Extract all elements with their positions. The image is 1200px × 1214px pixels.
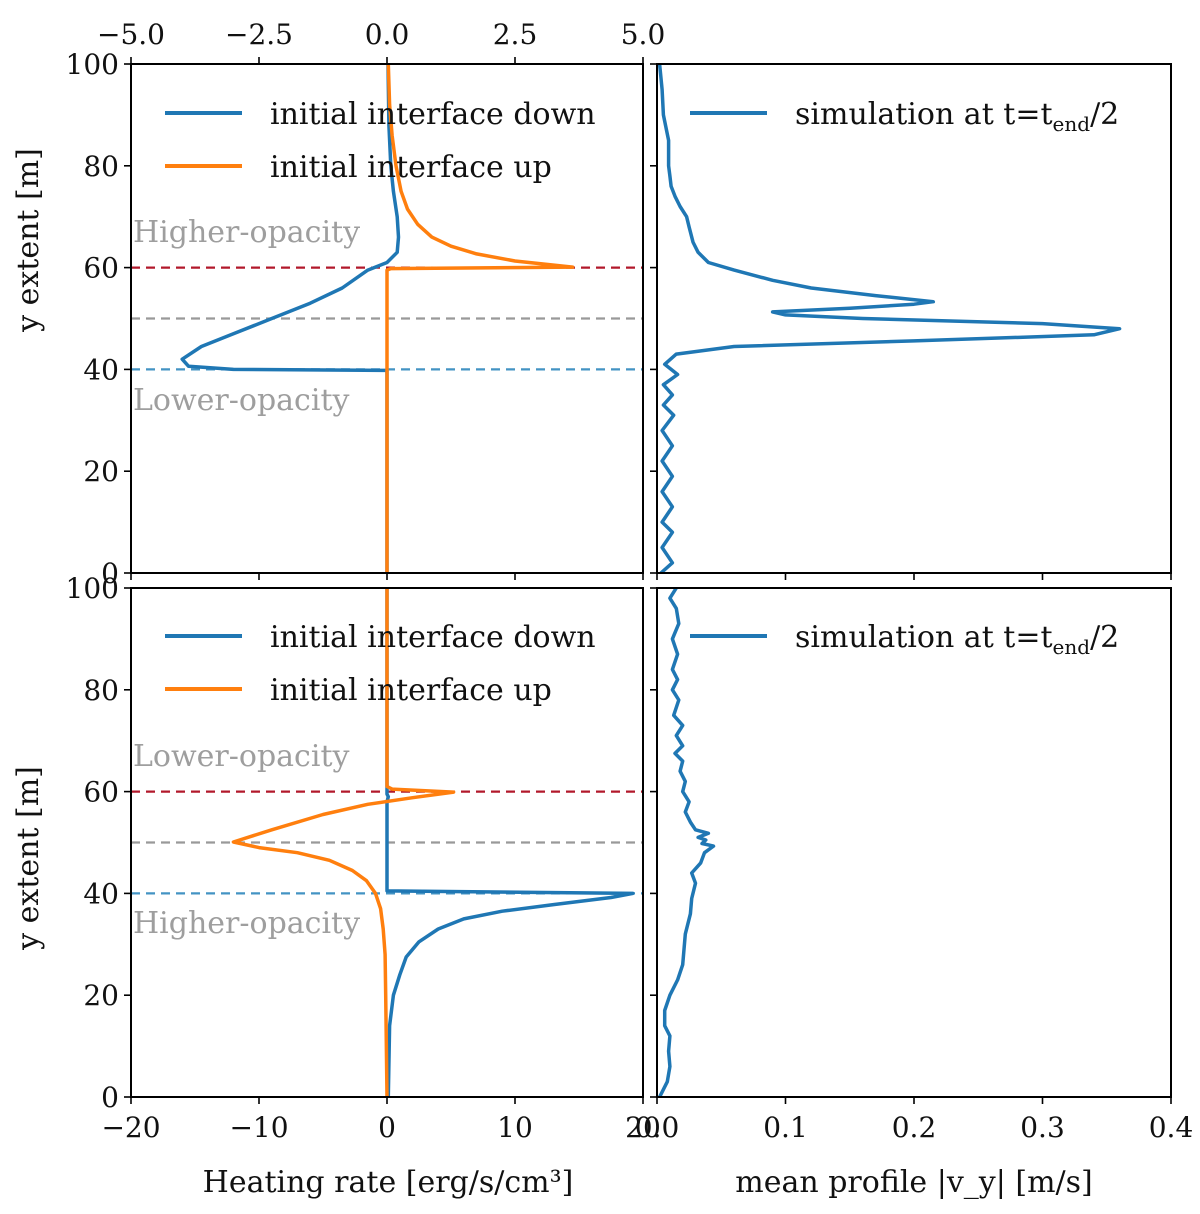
x-tick-label: −20 bbox=[101, 1111, 160, 1144]
y-axis-label-bottom: y extent [m] bbox=[11, 766, 46, 951]
legend-label-up: initial interface up bbox=[270, 673, 552, 708]
legend-label-sim: simulation at t=tend/2 bbox=[795, 620, 1119, 659]
y-tick-label: 0 bbox=[101, 1081, 119, 1114]
axes-frame bbox=[656, 587, 1172, 1098]
x-tick-label: 0.2 bbox=[892, 1111, 937, 1144]
x-tick-label: 0.1 bbox=[763, 1111, 808, 1144]
region-label-top-lower: Lower-opacity bbox=[133, 383, 349, 418]
legend-bottom-right: simulation at t=tend/2 bbox=[690, 620, 1119, 659]
panel-top-right bbox=[650, 63, 1172, 580]
region-label-top-upper: Higher-opacity bbox=[133, 215, 360, 250]
legend-label-sim: simulation at t=tend/2 bbox=[795, 97, 1119, 136]
y-tick-label: 20 bbox=[83, 455, 119, 488]
x-tick-label: −10 bbox=[229, 1111, 288, 1144]
top-x-tick-label: −2.5 bbox=[225, 18, 293, 51]
y-tick-label: 20 bbox=[83, 979, 119, 1012]
legend-bottom-left: initial interface down initial interface… bbox=[165, 620, 596, 708]
y-axis-label-top: y extent [m] bbox=[11, 148, 46, 333]
y-tick-label: 80 bbox=[83, 674, 119, 707]
top-x-tick-label: 2.5 bbox=[493, 18, 538, 51]
x-axis-label-velocity: mean profile |v_y| [m/s] bbox=[735, 1165, 1092, 1200]
x-tick-label: 10 bbox=[497, 1111, 533, 1144]
top-x-tick-label: −5.0 bbox=[97, 18, 165, 51]
region-label-bottom-lower: Higher-opacity bbox=[133, 906, 360, 941]
x-tick-label: 0.4 bbox=[1149, 1111, 1194, 1144]
y-tick-label: 100 bbox=[66, 572, 119, 605]
y-tick-label: 40 bbox=[83, 877, 119, 910]
series-simulation-at-t-t-end-2 bbox=[658, 588, 716, 1097]
legend-top-left: initial interface down initial interface… bbox=[165, 97, 596, 185]
panel-bottom-left: 0 20 40 60 80 100 −20 −10 0 10 20 bbox=[66, 572, 661, 1144]
panel-bottom-right: 0.0 0.1 0.2 0.3 0.4 bbox=[635, 587, 1194, 1144]
y-tick-label: 40 bbox=[83, 353, 119, 386]
legend-top-right: simulation at t=tend/2 bbox=[690, 97, 1119, 136]
legend-label-down: initial interface down bbox=[270, 97, 596, 132]
y-tick-label: 80 bbox=[83, 150, 119, 183]
top-x-tick-label: 0.0 bbox=[365, 18, 410, 51]
series-initial-interface-up bbox=[385, 64, 575, 573]
x-axis-label-heating: Heating rate [erg/s/cm³] bbox=[203, 1165, 574, 1200]
y-tick-label: 60 bbox=[83, 776, 119, 809]
y-tick-label: 100 bbox=[66, 48, 119, 81]
x-tick-label: 20 bbox=[625, 1111, 661, 1144]
x-tick-label: 0.0 bbox=[635, 1111, 680, 1144]
x-tick-label: 0.3 bbox=[1020, 1111, 1065, 1144]
top-x-tick-label: 5.0 bbox=[621, 18, 666, 51]
x-tick-label: 0 bbox=[378, 1111, 396, 1144]
region-label-bottom-upper: Lower-opacity bbox=[133, 739, 349, 774]
legend-label-down: initial interface down bbox=[270, 620, 596, 655]
panel-top-left: 0 20 40 60 80 100−5.0 −2.5 0.0 2.5 5.0 bbox=[66, 18, 666, 590]
series-initial-interface-up bbox=[231, 588, 456, 1097]
y-tick-label: 0 bbox=[101, 557, 119, 590]
series-simulation-at-t-t-end-2 bbox=[657, 64, 1122, 573]
series-initial-interface-down bbox=[180, 64, 401, 573]
legend-label-up: initial interface up bbox=[270, 150, 552, 185]
y-tick-label: 60 bbox=[83, 252, 119, 285]
